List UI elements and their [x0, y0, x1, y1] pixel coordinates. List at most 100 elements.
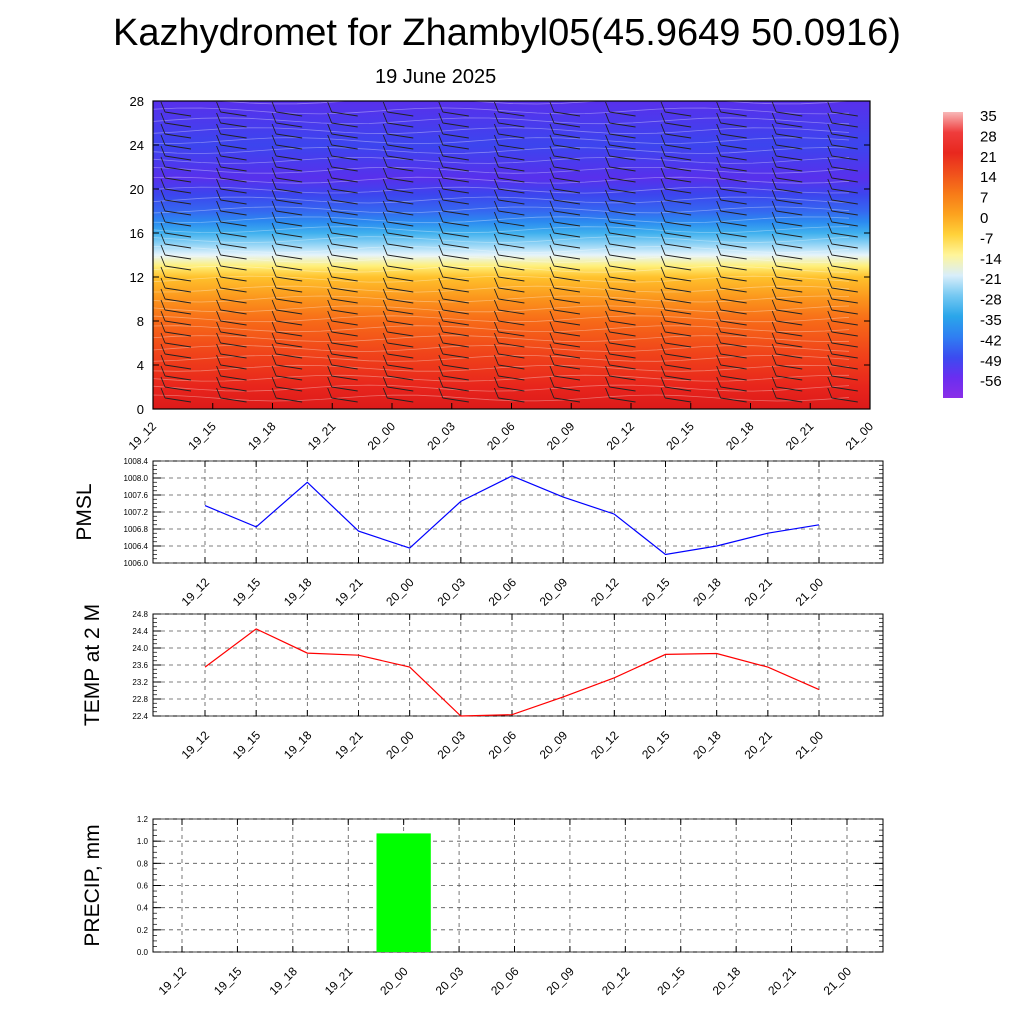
wind-barb [438, 277, 469, 293]
wind-barb [216, 145, 247, 161]
contour-line [152, 255, 850, 263]
wind-barb [827, 288, 858, 304]
y-tick-label: 28 [130, 94, 144, 109]
wind-barb [216, 233, 247, 249]
colorbar-label: -35 [980, 312, 1002, 329]
wind-barb [549, 101, 581, 117]
wind-barb [605, 387, 636, 403]
wind-barb [549, 277, 581, 293]
wind-barb [382, 244, 414, 260]
wind-barb [660, 211, 692, 227]
wind-barb [271, 376, 303, 392]
x-tick-label: 19_15 [185, 419, 219, 453]
wind-barb [660, 178, 692, 194]
wind-barb [160, 233, 192, 249]
precip-bar [376, 833, 431, 952]
wind-barb [216, 112, 247, 128]
wind-barb [160, 189, 192, 205]
x-tick-label: 20_12 [588, 575, 622, 609]
wind-barb [605, 178, 636, 194]
contour-line [152, 216, 850, 224]
x-tick-label: 21_00 [821, 964, 855, 998]
wind-barb [660, 387, 692, 403]
wind-barb [605, 244, 636, 260]
wind-barb [493, 112, 525, 128]
wind-barb [716, 354, 747, 370]
wind-barb [382, 277, 414, 293]
wind-barb [771, 387, 803, 403]
wind-barb [660, 343, 692, 359]
y-tick-label: 23.6 [132, 661, 148, 670]
wind-barb [382, 178, 414, 194]
wind-barb [382, 145, 414, 161]
wind-barb [438, 299, 469, 315]
wind-barb [549, 299, 581, 315]
x-tick-label: 20_00 [383, 575, 417, 609]
colorbar-label: -49 [980, 353, 1002, 370]
wind-barb [549, 354, 581, 370]
x-tick-label: 21_00 [843, 419, 877, 453]
colorbar-label: 0 [980, 210, 988, 227]
wind-barb [216, 189, 247, 205]
wind-barb [716, 167, 747, 183]
wind-barb [716, 255, 747, 271]
wind-barb [827, 387, 858, 403]
wind-barb [493, 167, 525, 183]
contour-line [152, 325, 850, 333]
wind-barb [605, 310, 636, 326]
x-tick-label: 20_21 [741, 728, 775, 762]
wind-barb [549, 112, 581, 128]
wind-barb [660, 189, 692, 205]
heatmap-field [153, 101, 870, 409]
wind-barb [160, 145, 192, 161]
wind-barb [327, 332, 358, 348]
wind-barb [771, 321, 803, 337]
wind-barb [549, 156, 581, 172]
x-tick-label: 19_18 [281, 575, 315, 609]
wind-barb [438, 332, 469, 348]
wind-barb [160, 332, 192, 348]
wind-barb [327, 200, 358, 216]
contour-line [152, 206, 850, 214]
wind-barb [827, 200, 858, 216]
wind-barb [771, 200, 803, 216]
wind-barb [216, 156, 247, 172]
wind-barb [549, 365, 581, 381]
wind-barb [382, 299, 414, 315]
x-tick-label: 19_12 [179, 728, 213, 762]
x-tick-label: 20_15 [663, 419, 697, 453]
wind-barb [660, 200, 692, 216]
chart-title: Kazhydromet for Zhambyl05(45.9649 50.091… [113, 12, 901, 54]
wind-barb [771, 332, 803, 348]
wind-barb [716, 343, 747, 359]
wind-barb [716, 200, 747, 216]
x-tick-label: 19_12 [126, 419, 160, 453]
wind-barb [493, 200, 525, 216]
wind-barb [438, 123, 469, 139]
wind-barb [493, 321, 525, 337]
wind-barb [327, 101, 358, 117]
wind-barb [382, 365, 414, 381]
wind-barb [216, 288, 247, 304]
x-tick-label: 20_06 [484, 419, 518, 453]
wind-barb [327, 244, 358, 260]
wind-barb [271, 123, 303, 139]
wind-barb [549, 134, 581, 150]
wind-barb [382, 156, 414, 172]
pmsl-panel: 1006.0 1006.4 1006.8 1007.2 1007.6 1008.0 1008… [73, 457, 884, 609]
x-tick-label: 20_06 [486, 728, 520, 762]
wind-barb [549, 244, 581, 260]
wind-barb [382, 211, 414, 227]
x-tick-label: 20_15 [639, 575, 673, 609]
panel-frame [152, 613, 884, 717]
y-tick-label: 12 [130, 270, 144, 285]
x-tick-label: 20_06 [486, 575, 520, 609]
wind-barb [605, 101, 636, 117]
x-tick-label: 20_09 [537, 575, 571, 609]
wind-barb [660, 288, 692, 304]
wind-barb [716, 387, 747, 403]
wind-barb [771, 299, 803, 315]
wind-barb [660, 112, 692, 128]
wind-barb [160, 310, 192, 326]
wind-barb [827, 354, 858, 370]
